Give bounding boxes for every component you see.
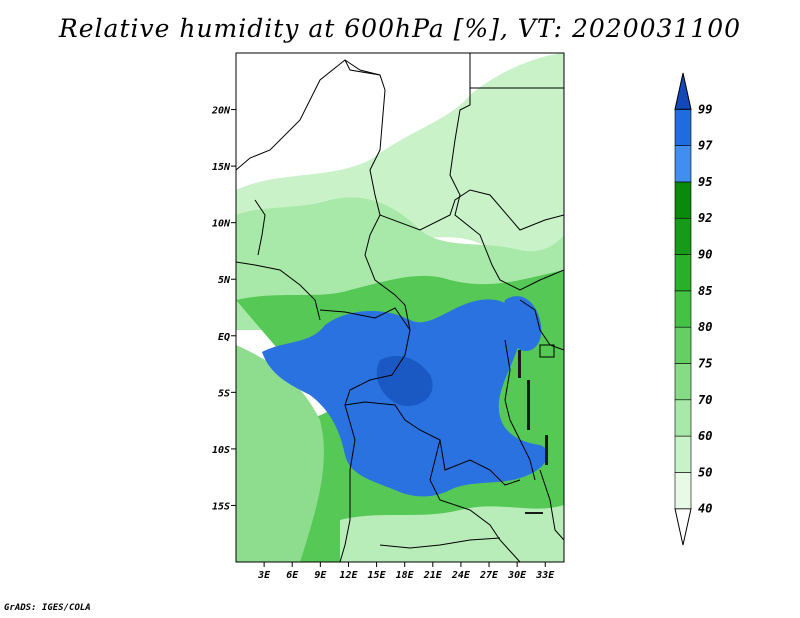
colorbar-segment xyxy=(674,290,692,328)
colorbar: 40 50 60 70 75 80 85 90 92 95 97 99 xyxy=(674,72,713,546)
longitude-axis: 3E 6E 9E 12E 15E 18E 21E 24E 27E 30E 33E xyxy=(257,562,555,581)
colorbar-label: 40 xyxy=(698,502,712,516)
border-lines xyxy=(504,339,536,481)
humid-core-east-lobe xyxy=(503,296,542,351)
border-lines xyxy=(254,199,266,256)
colorbar-segment xyxy=(674,109,692,146)
border-lines xyxy=(379,537,501,549)
map-title: Relative humidity at 600hPa [%], VT: 202… xyxy=(58,14,742,43)
colorbar-segment xyxy=(674,181,692,219)
border-lines xyxy=(379,189,564,231)
latitude-axis: 20N 15N 10N 5N EQ 5S 10S 15S xyxy=(211,106,236,512)
border-lines xyxy=(236,261,321,321)
lat-tick-label: 15S xyxy=(212,501,230,512)
lon-tick-label: 15E xyxy=(368,570,387,581)
border-lines xyxy=(519,299,564,351)
colorbar-segment xyxy=(674,399,692,437)
lake-tanganyika-south xyxy=(527,380,530,430)
lon-tick-label: 30E xyxy=(507,570,527,581)
south-light-region xyxy=(340,505,564,562)
lat-tick-label: 20N xyxy=(211,106,231,117)
humid-inner-patch xyxy=(376,355,433,406)
border-lines xyxy=(449,53,564,291)
colorbar-label: 99 xyxy=(698,102,712,116)
colorbar-label: 90 xyxy=(698,248,712,262)
colorbar-label: 92 xyxy=(698,211,712,225)
lon-tick-label: 21E xyxy=(423,570,443,581)
colorbar-label: 50 xyxy=(698,465,712,479)
lat-tick-label: 5N xyxy=(218,275,231,286)
lake-victoria xyxy=(539,344,555,358)
border-lines xyxy=(236,59,406,306)
border-lines xyxy=(339,404,356,562)
colorbar-segment xyxy=(674,363,692,401)
lat-tick-label: 10S xyxy=(212,445,230,456)
colorbar-segment xyxy=(674,435,692,473)
lat-tick-label: 10N xyxy=(212,219,231,230)
lakes xyxy=(518,344,555,514)
border-lines xyxy=(319,307,411,331)
colorbar-label: 80 xyxy=(698,320,712,334)
lat-tick-label: 15N xyxy=(212,162,231,173)
lon-tick-label: 12E xyxy=(339,570,358,581)
lake-kariba xyxy=(525,512,543,514)
colorbar-label: 70 xyxy=(698,393,712,407)
colorbar-segment xyxy=(674,254,692,292)
coastal-band-region xyxy=(236,345,324,562)
border-lines xyxy=(429,439,521,562)
lat-tick-label: 5S xyxy=(218,388,230,399)
colorbar-label: 75 xyxy=(698,356,712,370)
colorbar-segment xyxy=(674,217,692,255)
lon-tick-label: 27E xyxy=(479,570,499,581)
lon-tick-label: 3E xyxy=(257,570,271,581)
colorbar-segment xyxy=(674,472,692,509)
country-borders xyxy=(236,53,564,562)
border-lines xyxy=(344,59,381,76)
colorbar-segment xyxy=(674,145,692,183)
colorbar-label: 95 xyxy=(698,175,712,189)
lon-tick-label: 24E xyxy=(451,570,471,581)
colorbar-label: 60 xyxy=(698,429,712,443)
lon-tick-label: 18E xyxy=(396,570,415,581)
colorbar-label: 85 xyxy=(698,284,712,298)
colorbar-label: 97 xyxy=(698,139,713,153)
lon-tick-label: 6E xyxy=(286,570,299,581)
lon-tick-label: 9E xyxy=(314,570,327,581)
colorbar-segment xyxy=(674,72,692,110)
map-frame xyxy=(235,52,565,563)
lon-tick-label: 33E xyxy=(535,570,555,581)
border-lines xyxy=(344,304,521,486)
grads-credit: GrADS: IGES/COLA xyxy=(4,603,91,613)
lake-tanganyika xyxy=(518,350,521,378)
lat-tick-label: EQ xyxy=(218,332,230,343)
lake-malawi xyxy=(545,435,548,465)
colorbar-segment xyxy=(674,326,692,364)
border-lines xyxy=(539,469,564,541)
colorbar-segment xyxy=(674,508,692,546)
